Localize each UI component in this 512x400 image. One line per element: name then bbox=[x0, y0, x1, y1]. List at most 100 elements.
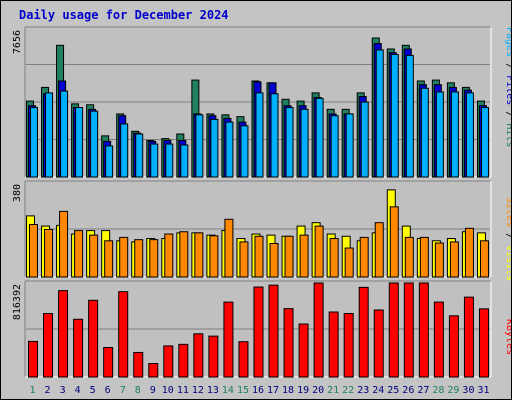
day-label-11: 11 bbox=[177, 385, 189, 396]
day-label-2: 2 bbox=[45, 385, 51, 396]
bar-sites-day-18 bbox=[284, 235, 294, 278]
bar-sites-day-4 bbox=[74, 230, 84, 278]
day-label-31: 31 bbox=[477, 385, 489, 396]
bar-pages-day-16 bbox=[255, 92, 264, 178]
bar-sites-day-28 bbox=[434, 242, 444, 278]
bar-kbytes-day-22 bbox=[343, 312, 354, 378]
bar-kbytes-day-23 bbox=[358, 286, 369, 378]
bar-pages-day-29 bbox=[450, 91, 459, 178]
bar-kbytes-day-9 bbox=[148, 363, 159, 378]
day-label-18: 18 bbox=[282, 385, 294, 396]
day-label-1: 1 bbox=[30, 385, 36, 396]
legend-top-part-1: / bbox=[504, 57, 512, 75]
bar-sites-day-14 bbox=[224, 218, 234, 278]
bar-pages-day-15 bbox=[240, 125, 249, 178]
day-label-16: 16 bbox=[252, 385, 264, 396]
day-label-4: 4 bbox=[75, 385, 81, 396]
bar-sites-day-3 bbox=[59, 210, 69, 278]
y-axis-max-label: 380 bbox=[12, 184, 23, 202]
bar-kbytes-day-31 bbox=[478, 308, 489, 378]
bar-kbytes-day-28 bbox=[433, 301, 444, 378]
day-label-20: 20 bbox=[312, 385, 324, 396]
day-label-21: 21 bbox=[327, 385, 339, 396]
bar-kbytes-day-7 bbox=[118, 291, 129, 378]
bar-sites-day-20 bbox=[314, 225, 324, 278]
bar-sites-day-11 bbox=[179, 231, 189, 278]
chart-title: Daily usage for December 2024 bbox=[19, 8, 229, 22]
bar-kbytes-day-1 bbox=[28, 340, 38, 378]
bar-sites-day-17 bbox=[269, 243, 279, 278]
bar-kbytes-day-6 bbox=[103, 347, 114, 378]
bar-sites-day-12 bbox=[194, 232, 204, 278]
legend-top: Pages / Files / Hits bbox=[504, 27, 512, 147]
bar-sites-day-2 bbox=[44, 228, 54, 278]
legend-top-part-3: / bbox=[504, 105, 512, 123]
day-label-30: 30 bbox=[462, 385, 474, 396]
bar-pages-day-27 bbox=[420, 87, 429, 178]
bar-kbytes-day-24 bbox=[373, 309, 384, 378]
bar-pages-day-18 bbox=[285, 107, 294, 178]
bar-sites-day-8 bbox=[134, 239, 144, 278]
day-label-15: 15 bbox=[237, 385, 249, 396]
bar-sites-day-16 bbox=[254, 235, 264, 278]
bar-sites-day-19 bbox=[299, 234, 309, 278]
bar-sites-day-26 bbox=[404, 236, 414, 278]
bar-sites-day-7 bbox=[119, 236, 129, 278]
day-label-27: 27 bbox=[417, 385, 429, 396]
bar-kbytes-day-4 bbox=[73, 318, 84, 378]
bar-pages-day-22 bbox=[345, 113, 354, 178]
day-label-23: 23 bbox=[357, 385, 369, 396]
bar-pages-day-17 bbox=[270, 93, 279, 178]
day-label-22: 22 bbox=[342, 385, 354, 396]
bar-pages-day-5 bbox=[90, 110, 99, 178]
bar-sites-day-24 bbox=[374, 222, 384, 278]
day-label-3: 3 bbox=[60, 385, 66, 396]
bar-pages-day-4 bbox=[75, 107, 84, 178]
bar-pages-day-19 bbox=[300, 108, 309, 178]
bar-kbytes-day-18 bbox=[283, 308, 294, 378]
bar-kbytes-day-15 bbox=[238, 341, 249, 378]
day-label-29: 29 bbox=[447, 385, 459, 396]
bar-pages-day-12 bbox=[195, 114, 204, 178]
day-label-5: 5 bbox=[90, 385, 96, 396]
bar-pages-day-28 bbox=[435, 91, 444, 178]
bar-pages-day-11 bbox=[180, 144, 189, 178]
day-label-9: 9 bbox=[150, 385, 156, 396]
legend-bottom: KBytes bbox=[504, 319, 512, 355]
bar-kbytes-day-30 bbox=[463, 296, 474, 378]
bar-pages-day-20 bbox=[315, 97, 324, 178]
y-axis-max-label: 7656 bbox=[12, 30, 23, 54]
bar-sites-day-27 bbox=[419, 236, 429, 278]
day-label-10: 10 bbox=[162, 385, 174, 396]
bar-kbytes-day-5 bbox=[88, 299, 99, 378]
bar-sites-day-22 bbox=[344, 247, 354, 278]
bar-pages-day-30 bbox=[465, 92, 474, 178]
bar-pages-day-26 bbox=[405, 54, 414, 178]
bar-sites-day-9 bbox=[149, 239, 159, 278]
day-label-14: 14 bbox=[222, 385, 234, 396]
y-axis-max-label: 816392 bbox=[12, 284, 23, 320]
bar-kbytes-day-12 bbox=[193, 333, 204, 378]
bar-kbytes-day-3 bbox=[58, 290, 69, 378]
legend-middle-part-0: Sites bbox=[504, 197, 512, 227]
day-label-25: 25 bbox=[387, 385, 399, 396]
day-label-28: 28 bbox=[432, 385, 444, 396]
bar-kbytes-day-29 bbox=[448, 315, 459, 378]
bar-pages-day-9 bbox=[150, 143, 159, 178]
legend-top-part-0: Pages bbox=[504, 27, 512, 57]
bar-sites-day-21 bbox=[329, 238, 339, 278]
bar-kbytes-day-27 bbox=[418, 282, 429, 378]
bar-sites-day-6 bbox=[104, 240, 114, 278]
bar-kbytes-day-2 bbox=[43, 312, 54, 378]
day-label-7: 7 bbox=[120, 385, 126, 396]
bar-sites-day-13 bbox=[209, 235, 219, 278]
bar-pages-day-3 bbox=[60, 90, 69, 178]
bar-pages-day-2 bbox=[45, 92, 54, 178]
bar-pages-day-24 bbox=[375, 49, 384, 178]
bar-kbytes-day-21 bbox=[328, 311, 339, 378]
bar-kbytes-day-11 bbox=[178, 343, 189, 378]
bar-kbytes-day-8 bbox=[133, 351, 144, 378]
bar-kbytes-day-25 bbox=[388, 282, 399, 378]
bar-pages-day-23 bbox=[360, 101, 369, 178]
bar-pages-day-8 bbox=[135, 133, 144, 178]
